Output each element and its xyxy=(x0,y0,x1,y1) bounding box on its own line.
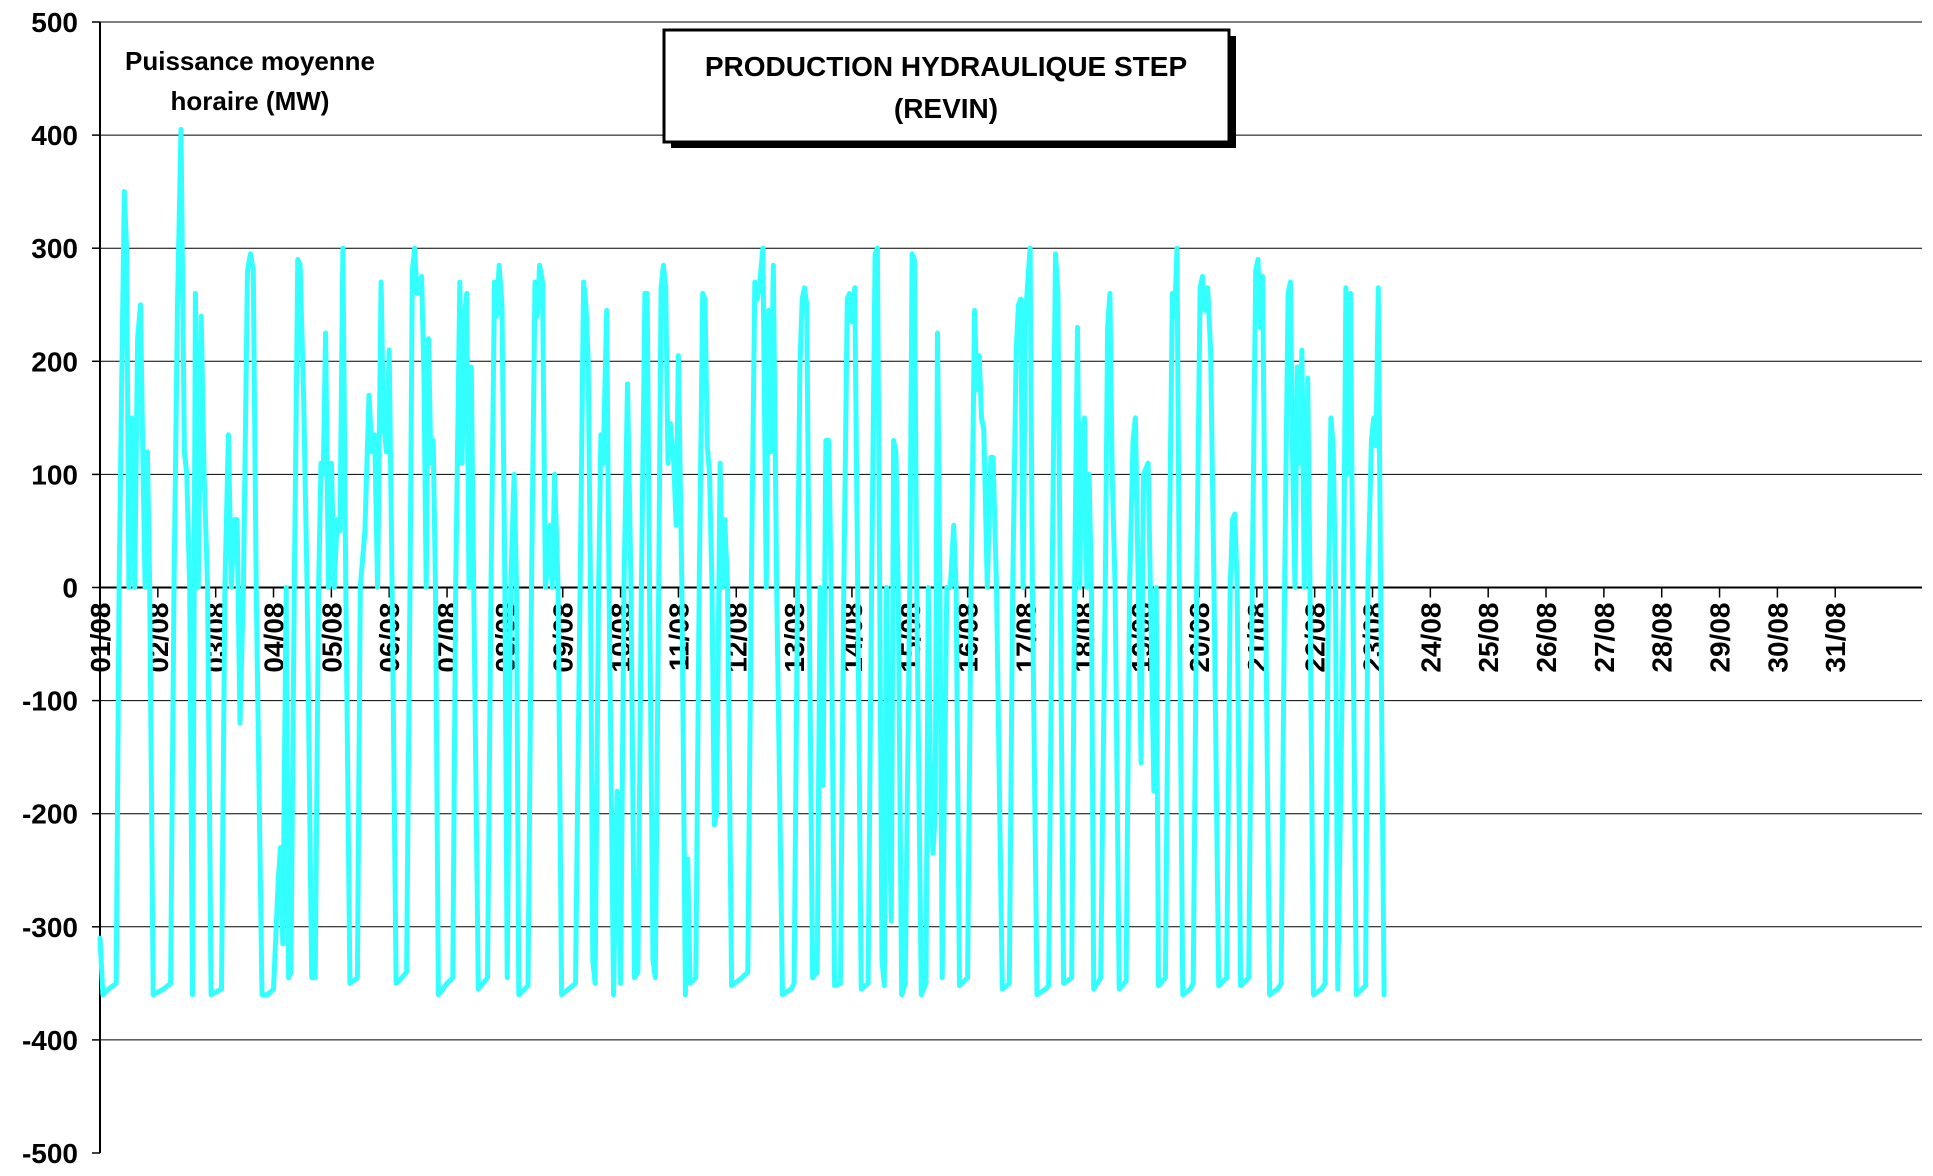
chart-title-box: PRODUCTION HYDRAULIQUE STEP (REVIN) xyxy=(662,28,1236,148)
chart-title-line-1: PRODUCTION HYDRAULIQUE STEP xyxy=(705,51,1187,82)
series xyxy=(97,126,1387,998)
x-tick-label: 01/08 xyxy=(85,603,116,673)
x-tick-label: 29/08 xyxy=(1705,603,1736,673)
y-axis-ticks: 500 400 300 200 100 0 -100 -200 -300 -400 -500 xyxy=(22,7,100,1169)
x-tick-label: 25/08 xyxy=(1473,603,1504,673)
x-tick-label: 06/08 xyxy=(374,603,405,673)
x-tick-label: 09/08 xyxy=(548,603,579,673)
x-tick-label: 28/08 xyxy=(1647,603,1678,673)
y-tick-label: -500 xyxy=(22,1138,78,1169)
x-tick-label: 23/08 xyxy=(1358,603,1389,673)
x-tick-label: 26/08 xyxy=(1531,603,1562,673)
y-axis-label-line-1: Puissance moyenne xyxy=(125,46,375,76)
x-tick-label: 27/08 xyxy=(1589,603,1620,673)
chart-title-line-2: (REVIN) xyxy=(894,93,998,124)
y-tick-label: 0 xyxy=(62,573,78,604)
y-tick-label: -300 xyxy=(22,912,78,943)
x-tick-label: 31/08 xyxy=(1820,603,1851,673)
y-tick-label: 200 xyxy=(31,346,78,377)
series-line xyxy=(97,126,1387,998)
y-tick-label: 400 xyxy=(31,120,78,151)
x-tick-label: 11/08 xyxy=(663,603,694,672)
y-tick-label: -400 xyxy=(22,1025,78,1056)
y-tick-label: 300 xyxy=(31,233,78,264)
y-tick-label: -100 xyxy=(22,686,78,717)
x-tick-label: 24/08 xyxy=(1415,603,1446,673)
y-tick-label: 100 xyxy=(31,459,78,490)
x-tick-label: 20/08 xyxy=(1184,603,1215,673)
x-tick-label: 05/08 xyxy=(316,603,347,673)
y-tick-label: -200 xyxy=(22,799,78,830)
y-tick-label: 500 xyxy=(31,7,78,38)
x-tick-label: 30/08 xyxy=(1762,603,1793,673)
y-axis-label-line-2: horaire (MW) xyxy=(171,86,330,116)
x-tick-label: 17/08 xyxy=(1010,603,1041,673)
